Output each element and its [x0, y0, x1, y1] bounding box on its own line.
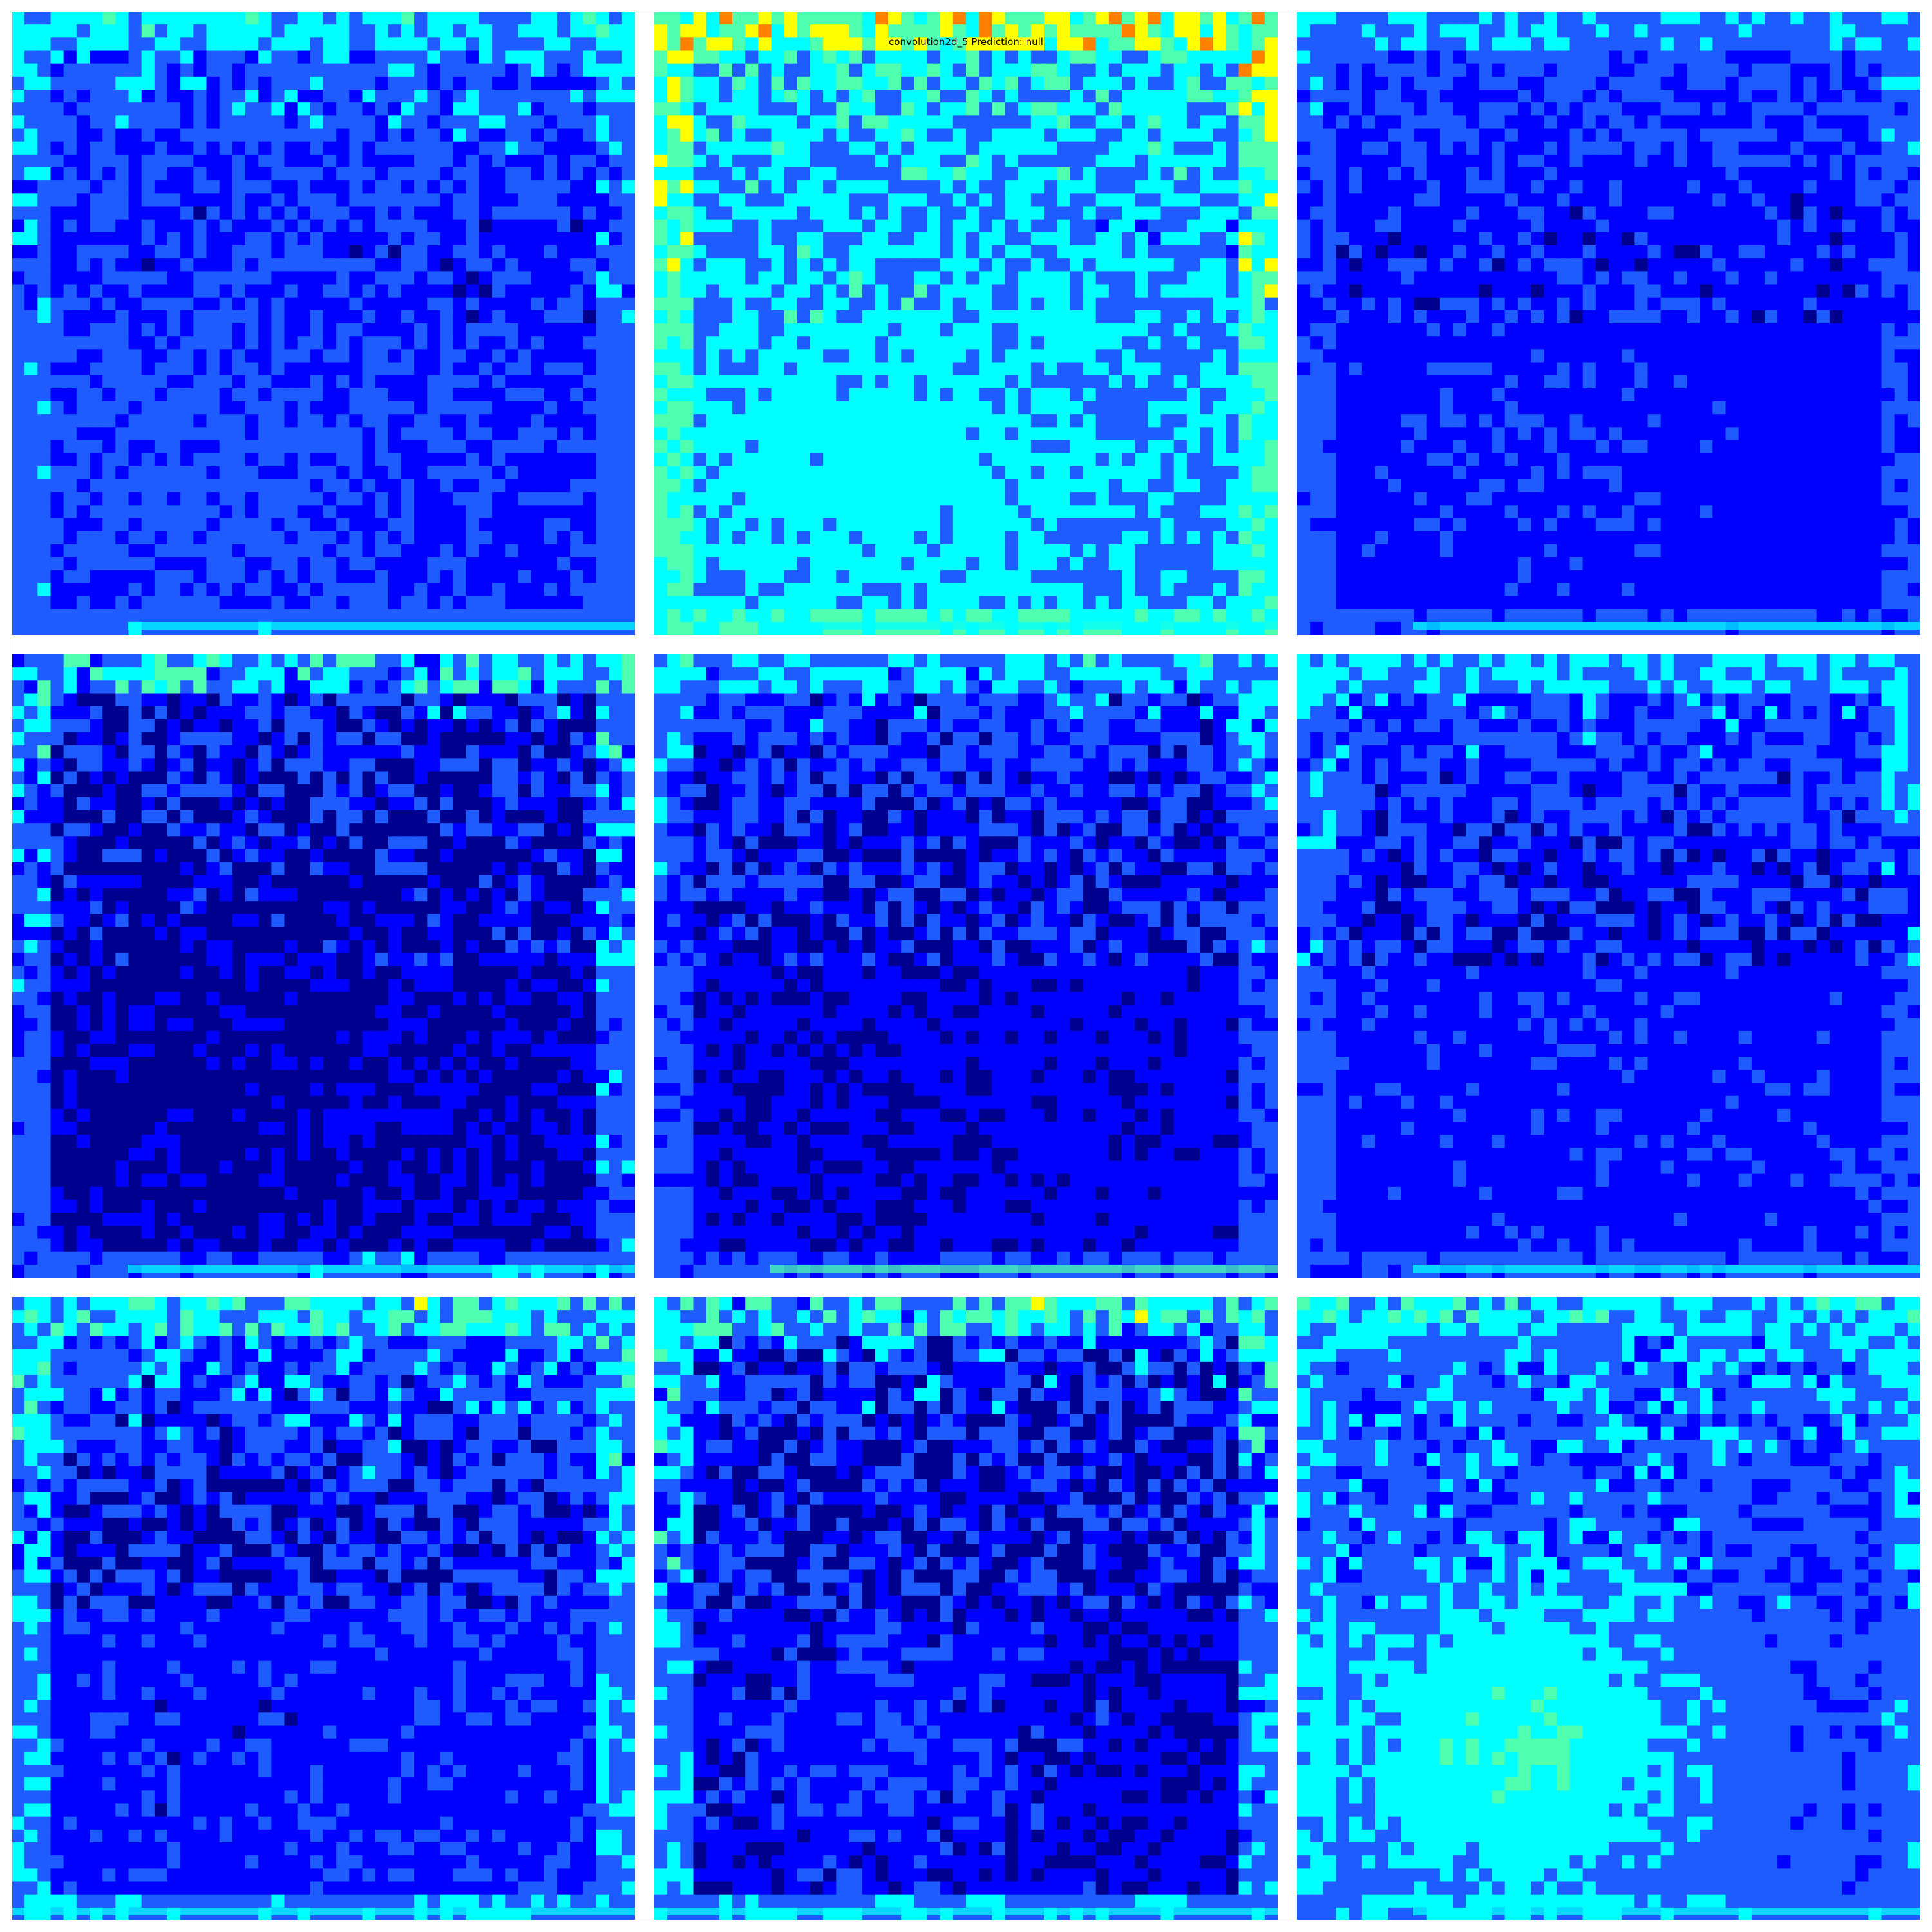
feature-map-panel-8: [654, 1297, 1278, 1920]
feature-map-panel-5: [654, 654, 1278, 1278]
heatmap-svg: [1297, 654, 1920, 1278]
heatmap-svg: [12, 654, 635, 1278]
feature-map-panel-4: [12, 654, 635, 1278]
figure-caption: convolution2d_5 Prediction: null: [881, 36, 1051, 48]
heatmap-svg: [12, 1297, 635, 1920]
heatmap-svg: [1297, 1297, 1920, 1920]
feature-map-panel-2: [654, 12, 1278, 635]
feature-map-panel-1: [12, 12, 635, 635]
feature-map-panel-6: [1297, 654, 1920, 1278]
heatmap-svg: [12, 12, 635, 635]
heatmap-svg: [1297, 12, 1920, 635]
heatmap-svg: [654, 12, 1278, 635]
feature-map-panel-7: [12, 1297, 635, 1920]
feature-map-figure: [12, 12, 1920, 1920]
heatmap-svg: [654, 654, 1278, 1278]
feature-map-panel-3: [1297, 12, 1920, 635]
heatmap-svg: [654, 1297, 1278, 1920]
feature-map-panel-9: [1297, 1297, 1920, 1920]
